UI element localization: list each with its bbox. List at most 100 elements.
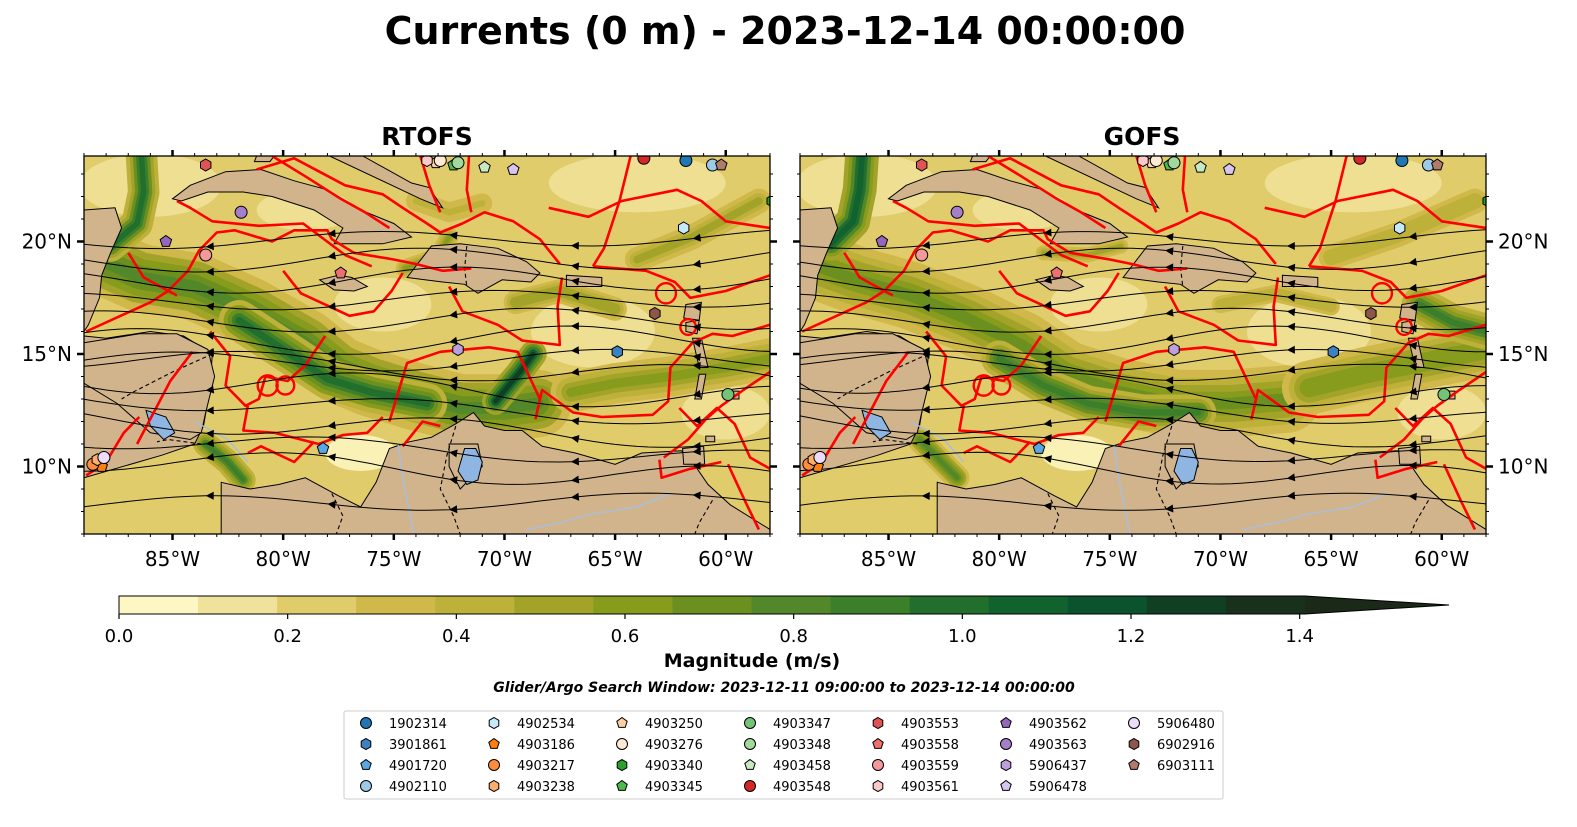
legend-label-5906480: 5906480 <box>1157 717 1215 732</box>
eez-3 <box>242 405 384 446</box>
streamline-arrow <box>327 302 336 311</box>
streamline-arrow <box>1286 308 1296 317</box>
legend-label-4903345: 4903345 <box>645 780 703 795</box>
streamline-arrow <box>1286 473 1296 482</box>
current-jet-band <box>235 316 431 408</box>
colorbar-bin <box>435 596 515 614</box>
land-trinidad <box>1398 445 1422 465</box>
streamline-arrow <box>1408 387 1418 396</box>
streamline-arrow <box>570 435 580 443</box>
y-tick-label: 15°N <box>1498 342 1548 366</box>
legend-label-3901861: 3901861 <box>389 738 447 753</box>
y-tick-label: 15°N <box>22 342 72 366</box>
border-venezuela-guyana <box>694 500 713 534</box>
platform-marker-6903111 <box>715 158 728 171</box>
streamline-arrow <box>1043 228 1052 237</box>
streamline-arrow <box>1408 341 1418 350</box>
streamline-arrow <box>205 385 215 394</box>
colorbar-bin <box>1067 596 1148 614</box>
colorbar-tick-label: 0.2 <box>273 626 302 647</box>
streamlines-gofs <box>800 228 1486 513</box>
streamline-arrow <box>205 318 215 327</box>
streamline-arrow <box>692 442 701 450</box>
eez-11 <box>256 157 561 265</box>
legend-label-4903348: 4903348 <box>773 738 831 753</box>
streamline-arrow <box>921 383 931 392</box>
x-tick-label: 65°W <box>1303 547 1358 571</box>
streamline <box>84 452 770 485</box>
weak-current-patch <box>334 277 432 332</box>
border-venezuela-guyana <box>1410 500 1429 534</box>
streamline-arrow <box>1286 263 1296 272</box>
streamline-arrow <box>1408 303 1417 312</box>
legend-marker-4903250 <box>616 716 628 728</box>
platform-marker-4903558 <box>334 266 347 279</box>
streamline <box>800 289 1486 311</box>
streamline-arrow <box>692 303 701 312</box>
streamline <box>84 372 770 408</box>
lake-nicaragua <box>861 409 892 441</box>
streamline-arrow <box>1408 446 1417 455</box>
legend-marker-6903111 <box>1128 758 1140 770</box>
colorbar-outline <box>118 595 1450 615</box>
eez-19 <box>726 463 761 531</box>
y-tick-label: 10°N <box>22 455 72 479</box>
streamline-arrow <box>570 241 579 250</box>
axis-ticks-gofs: 85°W 80°W 75°W 70°W 65°W 60°W 10°N 15°N 20°N <box>793 150 1548 571</box>
eez-19 <box>1442 463 1477 531</box>
streamline <box>800 492 1486 511</box>
streamline-arrow <box>921 289 930 298</box>
platform-marker-5906437 <box>1168 342 1180 357</box>
legend-label-4903340: 4903340 <box>645 759 703 774</box>
streamline-arrow <box>1043 360 1052 369</box>
streamline-arrow <box>921 241 931 250</box>
river-magdalena <box>1113 443 1131 534</box>
streamline-arrow <box>570 277 580 286</box>
eez-6 <box>534 323 770 420</box>
streamline-arrow <box>1286 293 1296 302</box>
x-tick-label: 75°W <box>366 547 421 571</box>
platform-marker-5906480 <box>813 451 827 464</box>
streamline-arrow <box>1043 350 1052 359</box>
colorbar-bin <box>277 596 357 614</box>
streamline-arrow <box>1286 365 1296 374</box>
weak-current-patch <box>1247 295 1371 368</box>
legend-frame <box>343 710 1224 800</box>
colorbar-tick-label: 0.0 <box>105 626 134 647</box>
legend-marker-4903558 <box>872 737 884 749</box>
streamline-arrow <box>1043 502 1052 511</box>
river-orinoco <box>526 492 671 531</box>
streamline-arrow <box>692 353 701 362</box>
land-florida-keys <box>969 156 991 163</box>
streamline-arrow <box>1165 263 1174 272</box>
streamline-arrow <box>692 390 702 398</box>
legend-label-4903558: 4903558 <box>901 738 959 753</box>
streamline-arrow <box>570 367 580 376</box>
platform-marker-4901720 <box>316 441 330 454</box>
platform-marker-4902534 <box>678 221 690 235</box>
current-jet-band <box>917 437 960 480</box>
legend-marker-4902534 <box>488 716 500 730</box>
streamline-arrow <box>921 350 930 359</box>
streamline-arrow <box>1165 376 1174 385</box>
streamline-arrow <box>449 383 458 391</box>
legend-label-4903250: 4903250 <box>645 717 703 732</box>
streamline-arrow <box>1165 385 1174 394</box>
streamline <box>84 350 770 382</box>
colorbar-bin <box>1225 596 1306 614</box>
x-tick-label: 80°W <box>256 547 311 571</box>
legend-label-6903111: 6903111 <box>1157 759 1215 774</box>
colorbar-bin <box>593 596 674 614</box>
legend-label-4903186: 4903186 <box>517 738 575 753</box>
legend-marker-4903238 <box>488 779 500 793</box>
streamline-arrow <box>1408 324 1417 333</box>
platform-marker-4903458 <box>1194 160 1207 173</box>
streamline-arrow <box>570 292 580 301</box>
platform-marker-5906437 <box>452 342 464 357</box>
streamline <box>84 413 770 448</box>
colorbar: 0.0 0.2 0.4 0.6 0.8 1.0 1.2 1.4 <box>105 595 1450 647</box>
lake-maracaibo <box>457 448 483 486</box>
platform-marker-5906480 <box>97 451 111 464</box>
eez-8 <box>1307 156 1348 267</box>
streamline-arrow <box>692 285 701 293</box>
